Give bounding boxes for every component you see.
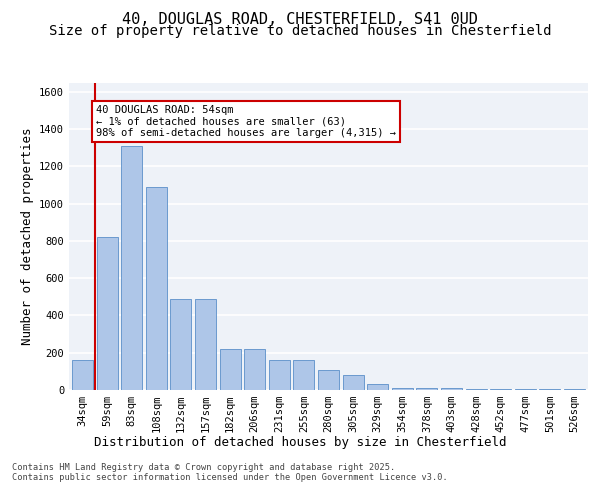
Y-axis label: Number of detached properties: Number of detached properties (20, 128, 34, 345)
Text: 40, DOUGLAS ROAD, CHESTERFIELD, S41 0UD: 40, DOUGLAS ROAD, CHESTERFIELD, S41 0UD (122, 12, 478, 28)
Bar (441, 388, 462, 390)
Text: Size of property relative to detached houses in Chesterfield: Size of property relative to detached ho… (49, 24, 551, 38)
Bar (293, 360, 314, 390)
Bar (318, 370, 339, 390)
Text: Contains public sector information licensed under the Open Government Licence v3: Contains public sector information licen… (12, 474, 448, 482)
Bar (170, 298, 191, 390)
Bar (269, 360, 290, 390)
Text: Contains HM Land Registry data © Crown copyright and database right 2025.: Contains HM Land Registry data © Crown c… (12, 464, 395, 472)
Bar (416, 388, 437, 390)
Bar (367, 384, 388, 390)
Bar (490, 389, 511, 390)
Bar (146, 187, 167, 390)
Bar (515, 389, 536, 390)
Bar (392, 388, 413, 390)
Text: 40 DOUGLAS ROAD: 54sqm
← 1% of detached houses are smaller (63)
98% of semi-deta: 40 DOUGLAS ROAD: 54sqm ← 1% of detached … (96, 105, 396, 138)
Bar (97, 237, 118, 390)
Bar (220, 349, 241, 390)
Bar (121, 146, 142, 390)
Bar (539, 389, 560, 390)
Bar (466, 389, 487, 390)
Bar (343, 375, 364, 390)
Bar (195, 298, 216, 390)
Bar (72, 360, 93, 390)
Bar (564, 389, 585, 390)
Bar (244, 349, 265, 390)
Text: Distribution of detached houses by size in Chesterfield: Distribution of detached houses by size … (94, 436, 506, 449)
